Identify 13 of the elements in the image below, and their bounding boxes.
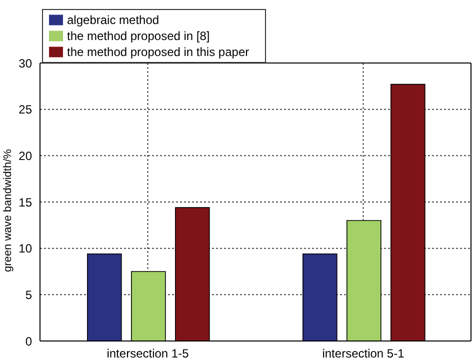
y-tick-label: 15 <box>18 195 32 210</box>
y-tick-label: 10 <box>18 242 32 256</box>
y-tick-label: 30 <box>18 56 32 70</box>
y-tick-label: 25 <box>18 102 32 117</box>
x-tick-label: intersection 1-5 <box>106 346 190 361</box>
legend-label: algebraic method <box>67 13 160 27</box>
y-tick-label: 0 <box>25 334 32 348</box>
legend-label: the method proposed in this paper <box>67 45 250 59</box>
legend-label: the method proposed in [8] <box>67 29 210 43</box>
y-tick-label: 20 <box>18 148 32 163</box>
x-tick-label: intersection 5-1 <box>322 346 405 361</box>
y-axis-title: green wave bandwidth/% <box>2 148 14 272</box>
y-tick-label: 5 <box>25 288 32 302</box>
